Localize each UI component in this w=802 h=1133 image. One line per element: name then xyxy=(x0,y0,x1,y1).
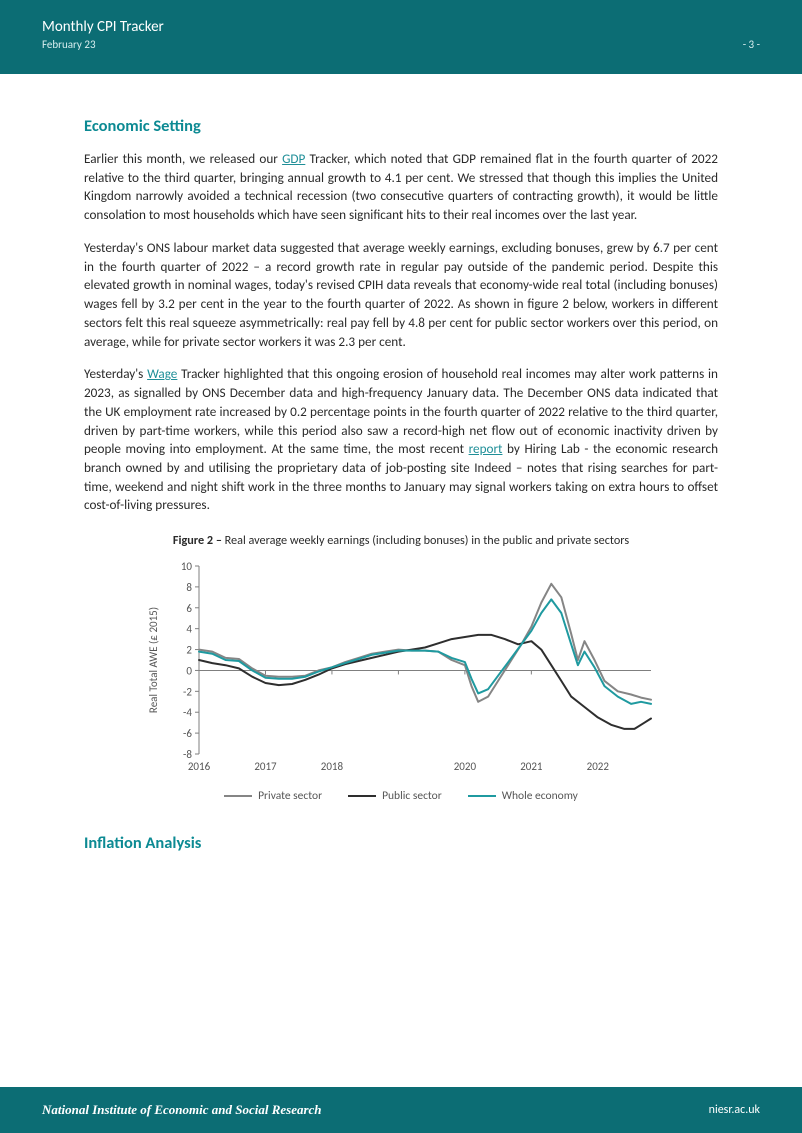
legend-swatch-private xyxy=(224,795,252,797)
wage-link[interactable]: Wage xyxy=(147,365,177,382)
report-link[interactable]: report xyxy=(469,440,503,457)
para1-pre: Earlier this month, we released our xyxy=(84,150,282,167)
svg-text:2020: 2020 xyxy=(454,760,477,773)
inflation-analysis-heading: Inflation Analysis xyxy=(84,833,718,853)
para3-pre: Yesterday's xyxy=(84,365,147,382)
svg-text:10: 10 xyxy=(181,560,193,573)
svg-text:-4: -4 xyxy=(183,706,192,719)
legend-swatch-whole xyxy=(468,795,496,797)
svg-text:2: 2 xyxy=(186,644,192,657)
header-date: February 23 xyxy=(42,38,760,51)
svg-text:Real Total AWE (£ 2015): Real Total AWE (£ 2015) xyxy=(147,607,160,713)
header-title: Monthly CPI Tracker xyxy=(42,18,760,36)
legend-swatch-public xyxy=(348,795,376,797)
svg-text:4: 4 xyxy=(186,623,192,636)
footer-url: niesr.ac.uk xyxy=(709,1103,760,1117)
page-header: Monthly CPI Tracker February 23 - 3 - xyxy=(0,0,802,74)
chart-svg: -8-6-4-20246810201620172018202020212022R… xyxy=(141,558,661,778)
figure-caption-text: Real average weekly earnings (including … xyxy=(225,533,629,548)
svg-text:6: 6 xyxy=(186,602,192,615)
svg-text:2016: 2016 xyxy=(188,760,211,773)
svg-text:-6: -6 xyxy=(183,727,192,740)
figure-caption-label: Figure 2 – xyxy=(173,533,225,548)
svg-text:0: 0 xyxy=(186,665,192,678)
svg-text:8: 8 xyxy=(186,581,192,594)
footer-org: National Institute of Economic and Socia… xyxy=(42,1102,322,1118)
svg-text:2021: 2021 xyxy=(520,760,543,773)
legend-label-whole: Whole economy xyxy=(502,789,578,803)
svg-text:-2: -2 xyxy=(183,686,192,699)
paragraph-1: Earlier this month, we released our GDP … xyxy=(84,150,718,225)
legend-label-public: Public sector xyxy=(382,789,442,803)
paragraph-3: Yesterday's Wage Tracker highlighted tha… xyxy=(84,365,718,515)
gdp-link[interactable]: GDP xyxy=(282,150,305,167)
figure-caption: Figure 2 – Real average weekly earnings … xyxy=(84,533,718,548)
header-page-number: - 3 - xyxy=(743,38,760,51)
page-footer: National Institute of Economic and Socia… xyxy=(0,1087,802,1133)
page-content: Economic Setting Earlier this month, we … xyxy=(0,74,802,853)
legend-public-sector: Public sector xyxy=(348,789,442,803)
economic-setting-heading: Economic Setting xyxy=(84,116,718,136)
svg-text:2018: 2018 xyxy=(321,760,344,773)
legend-label-private: Private sector xyxy=(258,789,322,803)
svg-text:2017: 2017 xyxy=(254,760,277,773)
svg-text:2022: 2022 xyxy=(587,760,610,773)
legend-whole-economy: Whole economy xyxy=(468,789,578,803)
legend-private-sector: Private sector xyxy=(224,789,322,803)
figure-2-chart: -8-6-4-20246810201620172018202020212022R… xyxy=(141,558,661,803)
chart-legend: Private sector Public sector Whole econo… xyxy=(141,789,661,803)
paragraph-2: Yesterday's ONS labour market data sugge… xyxy=(84,239,718,351)
